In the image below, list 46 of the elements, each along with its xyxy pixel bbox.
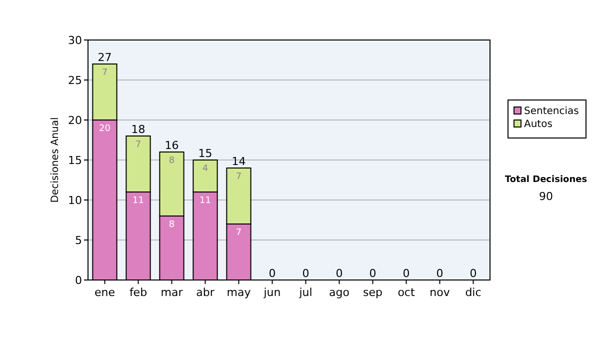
y-tick-label: 10 [68,194,82,207]
data-label: 20 [99,124,111,134]
total-label: 0 [436,267,444,280]
text: 90 [539,190,553,203]
data-label: 8 [168,156,175,166]
legend-label: Sentencias [524,106,579,117]
y-tick-label: 25 [68,74,82,87]
data-label: 4 [202,164,208,174]
data-label: 7 [236,228,242,238]
total-label: 0 [268,267,276,280]
data-label: 11 [132,196,144,206]
total-label: 0 [369,267,376,280]
x-tick-label: dic [465,286,482,299]
x-tick-label: jun [262,286,281,299]
y-tick-label: 20 [68,114,82,127]
total-label: 0 [336,267,343,280]
total-label: 15 [198,147,212,160]
text: Total Decisiones [504,175,588,185]
x-tick-label: sep [363,286,383,299]
total-label: 0 [470,267,477,280]
y-tick-label: 5 [75,234,82,247]
total-label: 16 [164,139,179,152]
data-label: 11 [200,196,211,206]
x-tick-label: mar [160,286,184,299]
data-label: 7 [236,172,242,182]
data-label: 7 [102,68,108,78]
total-label: 0 [302,267,310,280]
total-label: 14 [232,155,246,168]
legend-label: Autos [524,119,552,130]
x-tick-label: ago [329,286,350,299]
y-tick-label: 15 [68,154,82,167]
x-tick-label: jul [298,286,312,299]
total-label: 27 [98,51,112,64]
y-tick-label: 0 [75,274,82,287]
total-label: 0 [402,267,410,280]
y-tick-label: 30 [68,34,82,47]
x-tick-label: nov [430,286,450,299]
x-tick-label: feb [129,286,148,299]
y-axis-title: Decisiones Anual [50,117,61,203]
total-label: 18 [131,123,146,136]
x-tick-label: oct [398,286,416,299]
x-tick-label: abr [196,286,215,299]
data-label: 8 [168,220,175,230]
data-label: 7 [135,140,142,150]
x-tick-label: ene [94,286,116,299]
x-tick-label: may [226,286,252,299]
